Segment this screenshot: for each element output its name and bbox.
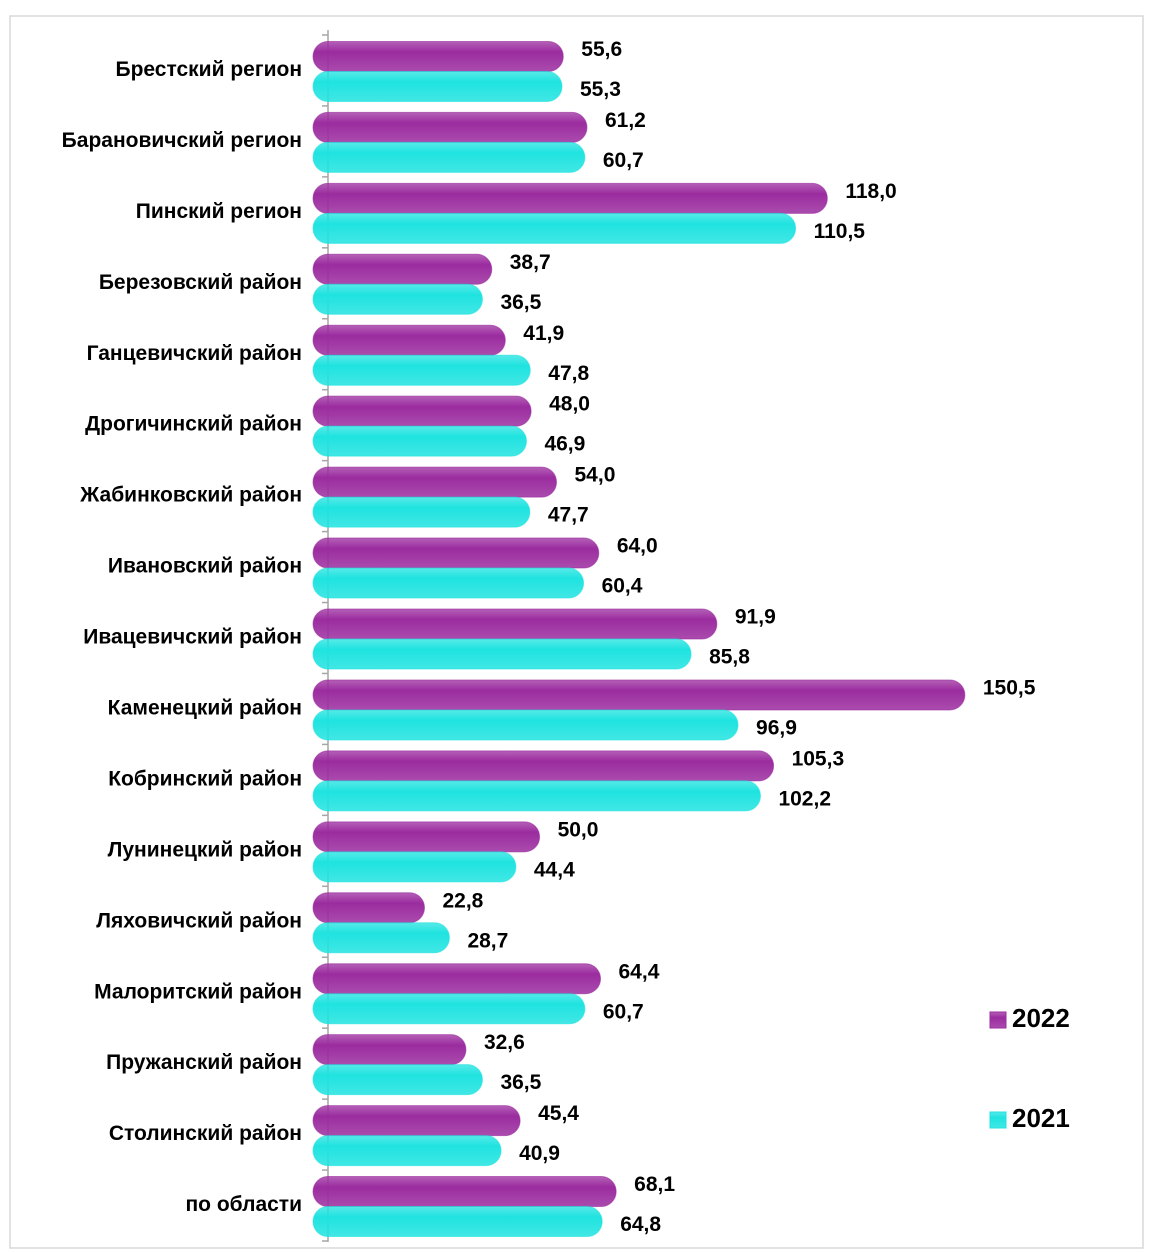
y-tick-label: Ивановский район — [108, 555, 302, 578]
data-label: 68,1 — [634, 1173, 675, 1196]
bar — [312, 1105, 521, 1137]
y-tick-label: Каменецкий район — [108, 696, 302, 719]
bar — [312, 1034, 467, 1066]
bar — [312, 851, 517, 883]
bar — [312, 466, 558, 498]
bar — [312, 395, 532, 427]
legend-swatch — [989, 1111, 1007, 1129]
data-label: 38,7 — [510, 251, 551, 274]
legend-label: 2022 — [1012, 1003, 1070, 1033]
data-label: 60,4 — [602, 575, 643, 598]
data-label: 150,5 — [983, 676, 1036, 699]
data-label: 61,2 — [605, 109, 646, 132]
y-tick-label: Дрогичинский район — [85, 413, 302, 436]
bar — [312, 324, 506, 356]
bar — [312, 1135, 502, 1167]
y-tick-label: Малоритский район — [94, 980, 302, 1003]
data-label: 50,0 — [558, 818, 599, 841]
bar — [312, 638, 692, 670]
data-label: 60,7 — [603, 1000, 644, 1023]
bar — [312, 40, 564, 72]
data-label: 47,8 — [548, 362, 589, 385]
data-label: 96,9 — [756, 716, 797, 739]
bar — [312, 709, 739, 741]
data-label: 55,3 — [580, 78, 621, 101]
bar — [312, 283, 483, 315]
bar — [312, 141, 586, 173]
bar — [312, 111, 588, 143]
bar — [312, 608, 718, 640]
y-tick-label: Березовский район — [99, 271, 302, 294]
data-label: 85,8 — [709, 646, 750, 669]
data-label: 22,8 — [442, 889, 483, 912]
data-label: 91,9 — [735, 606, 776, 629]
bar — [312, 750, 775, 782]
data-label: 44,4 — [534, 858, 575, 881]
data-label: 28,7 — [467, 929, 508, 952]
data-label: 64,4 — [619, 960, 660, 983]
bar — [312, 537, 600, 569]
bar — [312, 1064, 483, 1096]
y-tick-label: Столинский район — [109, 1122, 302, 1145]
bar — [312, 780, 761, 812]
data-label: 36,5 — [500, 1071, 541, 1094]
bar — [312, 892, 425, 924]
y-tick-label: Пинский регион — [136, 200, 302, 223]
data-label: 64,0 — [617, 535, 658, 558]
data-label: 36,5 — [500, 291, 541, 314]
data-label: 105,3 — [792, 747, 845, 770]
y-tick-label: Барановичский регион — [62, 129, 302, 152]
data-label: 40,9 — [519, 1142, 560, 1165]
bar — [312, 963, 602, 995]
data-label: 32,6 — [484, 1031, 525, 1054]
data-label: 48,0 — [549, 393, 590, 416]
bar — [312, 425, 527, 457]
bar — [312, 182, 828, 214]
data-label: 55,6 — [581, 38, 622, 61]
bar — [312, 354, 531, 386]
bar — [312, 922, 450, 954]
data-label: 45,4 — [538, 1102, 579, 1125]
data-label: 46,9 — [544, 433, 585, 456]
bar — [312, 496, 531, 528]
data-label: 47,7 — [548, 504, 589, 527]
data-label: 41,9 — [523, 322, 564, 345]
y-tick-label: Ивацевичский район — [83, 626, 302, 649]
data-label: 118,0 — [845, 180, 896, 203]
legend-swatch — [989, 1011, 1007, 1029]
y-tick-label: Ляховичский район — [96, 909, 302, 932]
bar — [312, 567, 585, 599]
y-tick-label: Брестский регион — [115, 58, 302, 81]
y-tick-label: Кобринский район — [108, 767, 302, 790]
data-label: 54,0 — [575, 464, 616, 487]
y-tick-label: по области — [185, 1193, 302, 1216]
y-tick-label: Жабинковский район — [79, 484, 302, 507]
bar — [312, 993, 586, 1025]
bar — [312, 1206, 603, 1238]
bar — [312, 1176, 617, 1208]
bar — [312, 70, 563, 102]
bar — [312, 821, 541, 853]
bar — [312, 253, 493, 285]
y-tick-label: Лунинецкий район — [108, 838, 302, 861]
data-label: 102,2 — [778, 787, 831, 810]
bar — [312, 679, 966, 711]
data-label: 60,7 — [603, 149, 644, 172]
y-tick-label: Ганцевичский район — [87, 342, 302, 365]
y-tick-label: Пружанский район — [106, 1051, 302, 1074]
data-label: 110,5 — [814, 220, 866, 243]
legend-label: 2021 — [1012, 1103, 1070, 1133]
data-label: 64,8 — [620, 1213, 661, 1236]
bar — [312, 212, 797, 244]
